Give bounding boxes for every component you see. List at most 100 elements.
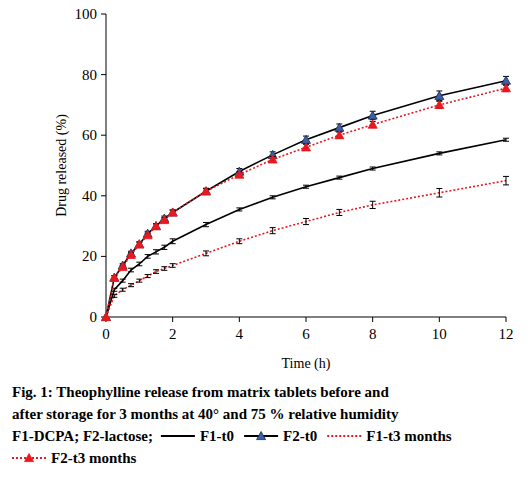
x-tick-label: 10 xyxy=(432,326,447,342)
x-tick-label: 6 xyxy=(302,326,310,342)
legend-label: F2-t0 xyxy=(283,428,317,444)
x-tick-label: 0 xyxy=(102,326,110,342)
y-tick-label: 100 xyxy=(75,6,98,22)
error-bar xyxy=(370,167,376,170)
y-tick xyxy=(101,14,106,15)
x-tick-label: 2 xyxy=(169,326,177,342)
marker xyxy=(502,84,511,92)
plot-area xyxy=(102,76,511,320)
y-tick xyxy=(101,256,106,257)
marker xyxy=(435,91,444,99)
legend-item: F2-t0 xyxy=(244,428,317,444)
legend-label: F1-t0 xyxy=(200,428,234,444)
error-bar xyxy=(270,196,276,199)
legend-item: F1-t0 xyxy=(161,428,234,444)
y-axis xyxy=(106,14,107,317)
error-bar xyxy=(336,176,342,179)
error-bar xyxy=(170,264,176,268)
marker xyxy=(168,208,177,216)
x-tick xyxy=(439,317,440,322)
x-tick-label: 8 xyxy=(369,326,377,342)
marker xyxy=(202,187,211,195)
error-bar xyxy=(370,201,376,208)
marker xyxy=(118,263,127,271)
marker xyxy=(110,273,119,281)
error-bar xyxy=(136,262,142,266)
marker xyxy=(335,131,344,139)
error-bar xyxy=(203,251,209,256)
series-line xyxy=(106,81,506,317)
x-axis-label: Time (h) xyxy=(282,356,331,372)
marker xyxy=(152,222,161,230)
error-bar xyxy=(145,255,151,259)
marker xyxy=(152,222,161,230)
marker xyxy=(435,100,444,108)
error-bar xyxy=(436,152,442,155)
error-bar xyxy=(503,138,509,141)
error-bar xyxy=(120,288,126,291)
marker xyxy=(268,155,277,163)
caption: after storage for 3 months at 40° and 75… xyxy=(12,406,399,422)
marker xyxy=(168,208,177,216)
y-axis-label: Drug released (%) xyxy=(54,114,70,217)
series-line xyxy=(106,181,506,317)
error-bar xyxy=(153,270,159,274)
marker xyxy=(368,111,377,119)
error-bar xyxy=(111,294,117,297)
y-tick-label: 40 xyxy=(82,188,97,204)
marker xyxy=(127,250,136,258)
y-tick xyxy=(101,74,106,75)
error-bar xyxy=(203,222,209,226)
error-bar xyxy=(128,284,134,287)
error-bar xyxy=(303,185,309,188)
x-tick xyxy=(306,317,307,322)
error-bar xyxy=(161,267,167,271)
marker xyxy=(302,143,311,151)
x-tick-label: 4 xyxy=(236,326,244,342)
error-bar xyxy=(145,275,151,278)
marker xyxy=(102,313,111,321)
x-tick xyxy=(239,317,240,322)
marker xyxy=(202,187,211,195)
x-tick xyxy=(172,317,173,322)
chart: 020406080100024681012Time (h)Drug releas… xyxy=(0,0,531,504)
error-bar xyxy=(503,176,509,184)
marker xyxy=(368,120,377,128)
marker xyxy=(235,170,244,178)
legend-item: F1-t3 months xyxy=(327,428,452,444)
x-tick xyxy=(506,317,507,322)
legend-marker xyxy=(257,432,266,440)
y-tick xyxy=(101,195,106,196)
x-tick-label: 12 xyxy=(499,326,514,342)
marker xyxy=(143,231,152,239)
series-line xyxy=(106,88,506,317)
error-bar xyxy=(336,209,342,215)
y-tick-label: 0 xyxy=(90,309,98,325)
error-bar xyxy=(128,268,134,272)
legend-item: F2-t3 months xyxy=(12,450,137,466)
error-bar xyxy=(236,239,242,244)
error-bar xyxy=(161,245,167,249)
y-tick-label: 80 xyxy=(82,67,97,83)
error-bar xyxy=(120,279,126,282)
error-bar xyxy=(236,208,242,211)
marker xyxy=(102,313,111,321)
error-bar xyxy=(436,189,442,197)
error-bar xyxy=(303,219,309,225)
marker xyxy=(135,240,144,248)
y-tick xyxy=(101,135,106,136)
legend-label: F2-t3 months xyxy=(51,450,137,466)
error-bar xyxy=(136,279,142,282)
error-bar xyxy=(170,239,176,244)
y-tick-label: 60 xyxy=(82,127,97,143)
series-line xyxy=(106,140,506,317)
x-tick xyxy=(372,317,373,322)
error-bar xyxy=(153,250,159,254)
caption: Fig. 1: Theophylline release from matrix… xyxy=(12,384,389,400)
legend-line xyxy=(327,435,361,437)
caption: F1-DCPA; F2-lactose; xyxy=(12,428,153,444)
legend-line xyxy=(161,435,195,437)
marker xyxy=(160,216,169,224)
legend-marker xyxy=(25,454,34,462)
error-bar xyxy=(270,228,276,234)
